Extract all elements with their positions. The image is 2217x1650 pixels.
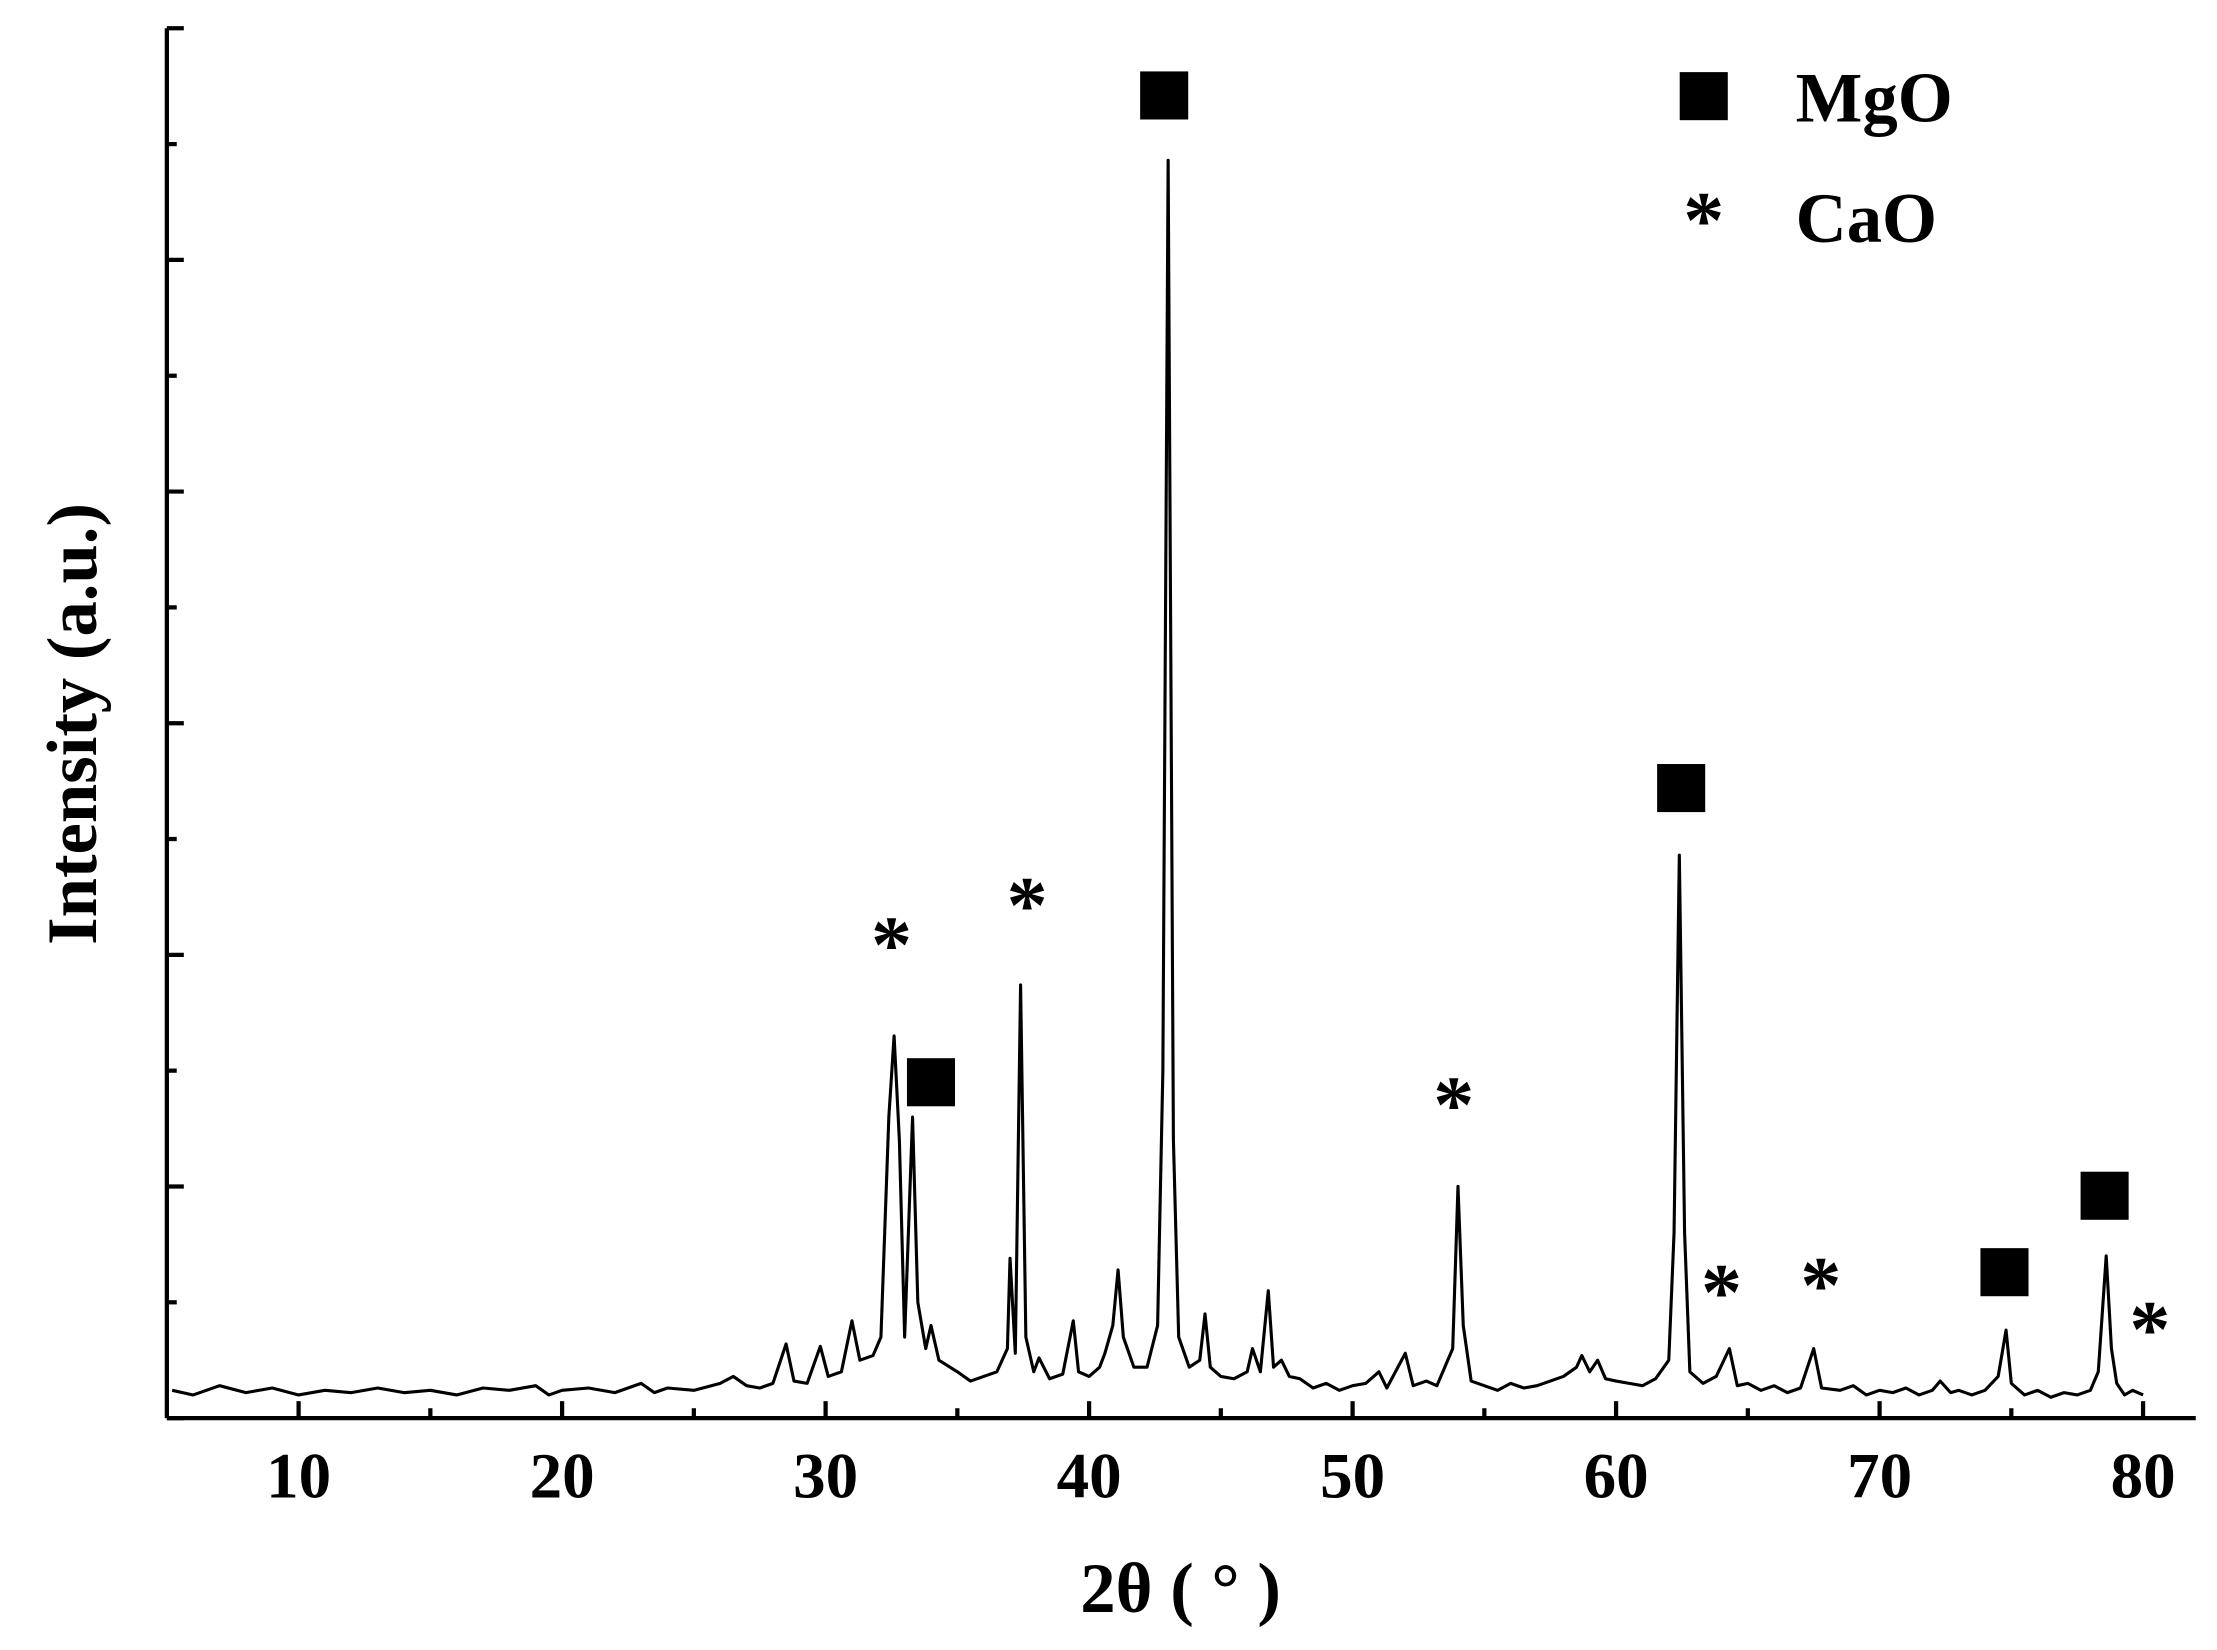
legend-marker: * [1683, 174, 1724, 265]
x-tick-label: 70 [1847, 1440, 1912, 1512]
peak-marker: * [1007, 860, 1048, 951]
x-tick-label: 50 [1320, 1440, 1385, 1512]
peak-marker [906, 1058, 956, 1107]
x-tick-label: 30 [793, 1440, 858, 1512]
xrd-pattern [171, 158, 2144, 1399]
x-tick-label: 60 [1584, 1440, 1649, 1512]
peak-marker [1980, 1248, 2029, 1297]
legend-label: CaO [1796, 180, 1937, 258]
peak-marker: * [1701, 1247, 1742, 1338]
legend-label: MgO [1796, 60, 1953, 138]
peak-marker: * [2129, 1284, 2170, 1375]
peak-marker: * [1800, 1240, 1841, 1331]
peak-marker [1657, 764, 1706, 813]
x-tick-label: 10 [266, 1440, 331, 1512]
peak-marker: * [871, 899, 912, 990]
y-axis-label: Intensity (a.u.) [34, 503, 112, 945]
x-tick-label: 80 [2111, 1440, 2176, 1512]
x-axis-label: 2θ ( ° ) [1080, 1550, 1281, 1628]
peak-marker: * [1433, 1059, 1474, 1150]
x-tick-label: 20 [530, 1440, 595, 1512]
x-tick-label: 40 [1057, 1440, 1122, 1512]
legend-marker [1679, 72, 1728, 121]
peak-marker [2080, 1171, 2129, 1220]
peak-marker [1140, 71, 1189, 120]
